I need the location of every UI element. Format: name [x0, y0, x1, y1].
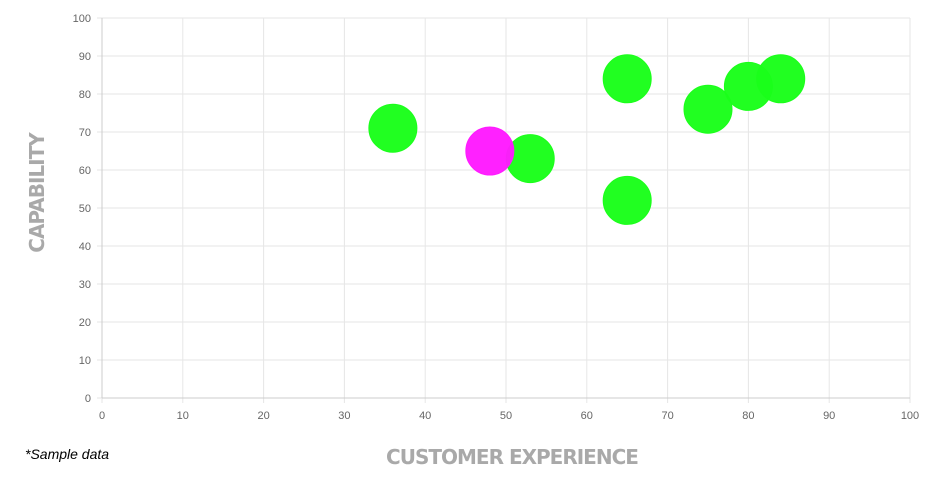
x-tick-label: 50: [500, 410, 512, 422]
y-tick-label: 50: [79, 203, 91, 215]
x-tick-labels: 0 10 20 30 40 50 60 70 80 90 100: [99, 410, 919, 422]
y-tick-label: 80: [79, 89, 91, 101]
y-tick-label: 0: [85, 393, 91, 405]
data-point: [602, 175, 652, 225]
x-tick-label: 80: [742, 410, 754, 422]
x-tick-label: 10: [177, 410, 189, 422]
y-tick-label: 100: [73, 13, 91, 25]
y-tick-label: 30: [79, 279, 91, 291]
x-axis-title: CUSTOMER EXPERIENCE: [386, 445, 638, 469]
data-point: [602, 54, 652, 104]
y-tick-label: 70: [79, 127, 91, 139]
axes: [101, 18, 910, 399]
y-tick-labels: 0 10 20 30 40 50 60 70 80 90 100: [73, 13, 91, 405]
x-tick-label: 60: [581, 410, 593, 422]
y-tick-label: 90: [79, 51, 91, 63]
x-tick-label: 20: [257, 410, 269, 422]
data-point: [368, 103, 418, 153]
x-tick-label: 90: [823, 410, 835, 422]
x-tick-label: 0: [99, 410, 105, 422]
data-point: [465, 126, 515, 176]
sample-data-footnote: *Sample data: [25, 446, 110, 462]
x-tick-label: 40: [419, 410, 431, 422]
x-tick-label: 70: [661, 410, 673, 422]
y-tick-label: 60: [79, 165, 91, 177]
y-tick-label: 20: [79, 317, 91, 329]
y-tick-label: 10: [79, 355, 91, 367]
x-tick-label: 30: [338, 410, 350, 422]
y-tick-label: 40: [79, 241, 91, 253]
y-axis-title: CAPABILITY: [25, 132, 49, 253]
data-point: [756, 54, 806, 104]
x-tick-label: 100: [901, 410, 919, 422]
data-points: [368, 54, 806, 225]
data-point: [683, 84, 733, 134]
data-point: [505, 134, 555, 184]
